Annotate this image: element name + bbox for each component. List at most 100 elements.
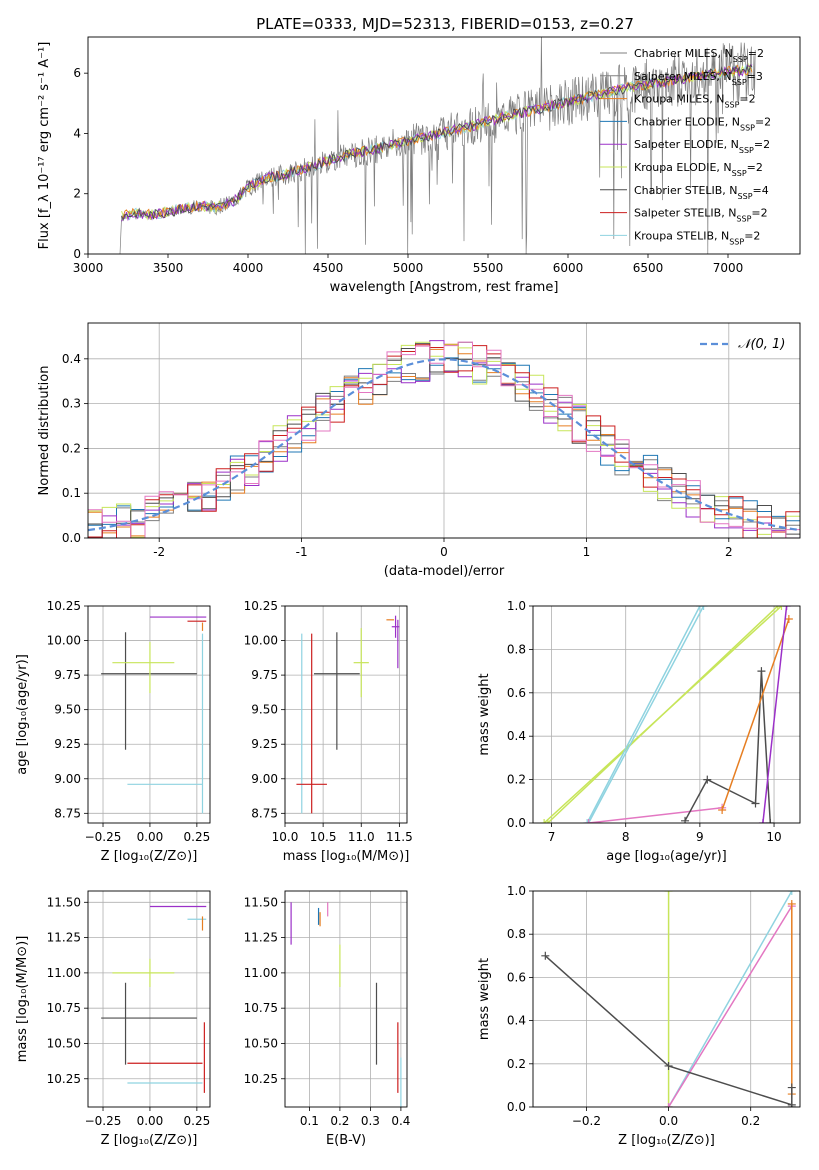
y-axis-label: mass weight	[477, 958, 492, 1040]
weight-line	[586, 606, 701, 823]
weight-marker	[758, 819, 767, 823]
weight-marker	[777, 606, 786, 610]
weight-line	[684, 671, 772, 823]
y-tick-label: 9.75	[54, 668, 81, 682]
x-tick-label: 0.2	[741, 1114, 760, 1128]
legend-label: Kroupa ELODIE, NSSP=2	[634, 161, 763, 178]
plot-area	[296, 615, 400, 814]
weight-marker	[787, 1083, 796, 1092]
y-tick-label: 1.0	[507, 884, 526, 898]
x-tick-label: -2	[153, 545, 165, 559]
y-axis-label: Normed distribution	[37, 366, 52, 496]
y-tick-label: 9.75	[251, 668, 278, 682]
x-axis-label: (data-model)/error	[384, 564, 505, 579]
x-tick-label: -1	[296, 545, 308, 559]
y-axis-label: Flux [f_λ 10⁻¹⁷ erg cm⁻² s⁻¹ A⁻¹]	[37, 42, 52, 250]
y-tick-label: 0.0	[62, 531, 81, 545]
x-tick-label: −0.25	[85, 1114, 122, 1128]
panel-residual-histogram: 𝒩(0, 1)	[84, 322, 801, 542]
plot-area	[119, 37, 756, 254]
x-tick-label: 0.00	[137, 1114, 164, 1128]
figure-title: PLATE=0333, MJD=52313, FIBERID=0153, z=0…	[256, 15, 634, 33]
y-tick-label: 0.4	[507, 729, 526, 743]
y-axis-label: age [log₁₀(age/yr)]	[15, 654, 30, 775]
weight-marker	[664, 1103, 673, 1107]
y-tick-label: 4	[73, 126, 81, 140]
gaussian-curve	[88, 358, 800, 532]
x-tick-label: 0.4	[391, 1114, 410, 1128]
y-tick-label: 11.25	[47, 931, 81, 945]
weight-line	[667, 891, 793, 1107]
x-tick-label: 0.2	[330, 1114, 349, 1128]
x-tick-label: 1	[583, 545, 591, 559]
y-tick-label: 10.50	[47, 1036, 81, 1050]
y-tick-label: 6	[73, 66, 81, 80]
y-tick-label: 10.00	[47, 634, 81, 648]
x-axis-label: Z [log₁₀(Z/Z⊙)]	[618, 1133, 715, 1148]
x-tick-label: 5500	[473, 261, 504, 275]
axes-frame	[87, 605, 211, 824]
histogram-step-pink	[88, 341, 800, 538]
y-tick-label: 11.00	[244, 966, 278, 980]
y-tick-label: 0.2	[507, 773, 526, 787]
spectrum-data-line	[119, 37, 756, 254]
y-tick-label: 1.0	[507, 599, 526, 613]
axes-frame	[87, 36, 801, 255]
panel-age-vs-Z	[84, 605, 211, 827]
panel-age-vs-mass	[281, 605, 408, 827]
panel-mass-vs-ebv	[281, 890, 408, 1111]
x-tick-label: 6500	[633, 261, 664, 275]
y-tick-label: 9.25	[54, 737, 81, 751]
weight-line	[721, 618, 790, 811]
weight-marker	[703, 775, 712, 784]
weight-marker	[784, 615, 793, 624]
x-tick-label: 5000	[393, 261, 424, 275]
weight-marker	[540, 819, 549, 823]
x-axis-label: Z [log₁₀(Z/Z⊙)]	[101, 849, 198, 864]
x-tick-label: 4500	[313, 261, 344, 275]
y-tick-label: 2	[73, 187, 81, 201]
x-tick-label: 0.3	[361, 1114, 380, 1128]
y-tick-label: 8.75	[54, 806, 81, 820]
weight-marker	[584, 819, 593, 823]
weight-marker	[782, 606, 791, 610]
y-tick-label: 0	[73, 247, 81, 261]
y-tick-label: 11.00	[47, 966, 81, 980]
x-tick-label: 0.00	[137, 830, 164, 844]
weight-marker	[695, 606, 704, 610]
axes-frame	[284, 605, 408, 824]
plot-area	[101, 616, 207, 814]
y-tick-label: 0.4	[507, 1014, 526, 1028]
y-axis-label: mass [log₁₀(M/M⊙)]	[15, 936, 30, 1063]
y-tick-label: 9.50	[54, 703, 81, 717]
y-tick-label: 10.75	[244, 1001, 278, 1015]
y-tick-label: 11.50	[244, 895, 278, 909]
x-tick-label: 10	[766, 830, 781, 844]
x-tick-label: 10.5	[310, 830, 337, 844]
y-tick-label: 0.8	[507, 642, 526, 656]
weight-line	[587, 606, 705, 823]
x-tick-label: 11.0	[348, 830, 375, 844]
panel-mass-weight-vs-age	[529, 605, 801, 827]
weight-marker	[773, 606, 782, 610]
weight-marker	[787, 1103, 796, 1107]
legend-label: Kroupa STELIB, NSSP=2	[634, 229, 760, 246]
weight-marker	[541, 951, 550, 960]
x-axis-label: mass [log₁₀(M/M⊙)]	[283, 849, 410, 864]
legend-label: Salpeter ELODIE, NSSP=2	[634, 138, 770, 155]
weight-marker	[583, 819, 592, 823]
x-axis-label: E(B-V)	[326, 1133, 366, 1148]
x-tick-label: 0.25	[184, 1114, 211, 1128]
x-tick-label: 7	[548, 830, 556, 844]
y-tick-label: 0.0	[507, 816, 526, 830]
x-axis-label: age [log₁₀(age/yr)]	[606, 849, 727, 864]
weight-marker	[664, 891, 673, 895]
x-tick-label: 4000	[233, 261, 264, 275]
model-line-chabrier_stelib	[121, 64, 753, 222]
panel-spectrum: Chabrier MILES, NSSP=2 Salpeter MILES, NS…	[84, 36, 801, 258]
x-axis-label: wavelength [Angstrom, rest frame]	[330, 280, 559, 295]
y-tick-label: 0.6	[507, 686, 526, 700]
y-tick-label: 10.50	[244, 1036, 278, 1050]
weight-marker	[543, 819, 552, 823]
